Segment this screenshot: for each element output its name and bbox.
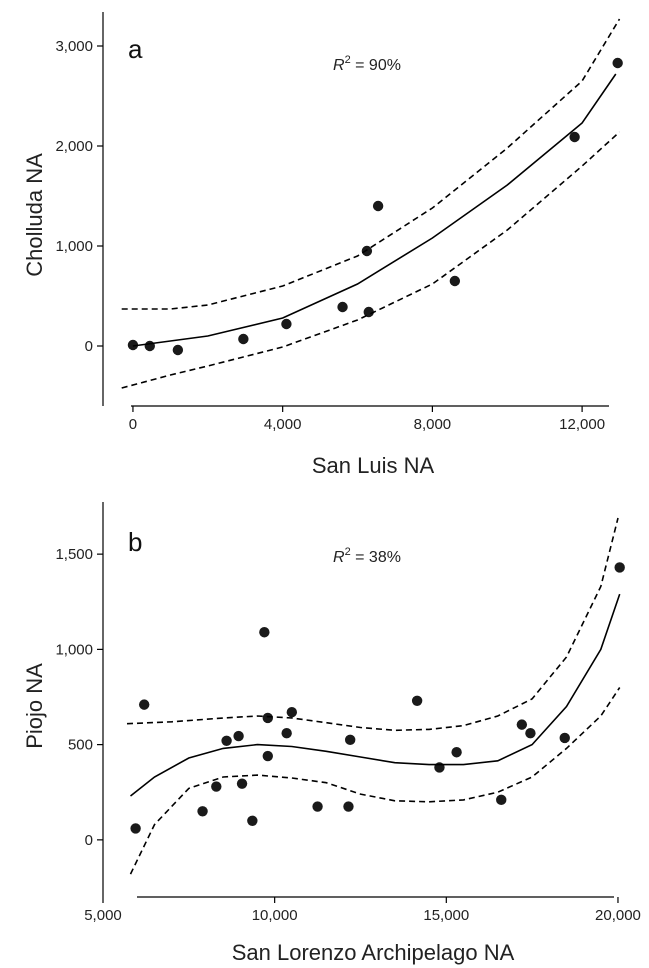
panel-b-data-point [236, 778, 248, 789]
panel-a-y-tick-label: 2,000 [55, 138, 93, 155]
panel-a-data-point [363, 306, 374, 318]
panel-b-y-tick-label: 0 [85, 832, 93, 849]
panel-a-r2-annotation: R2 = 90% [333, 54, 401, 74]
panel-b-ci-lower-line [129, 687, 621, 875]
panel-a-data-point [127, 339, 139, 351]
panel-a-fit-line [132, 73, 617, 347]
panel-a-data-point [281, 318, 292, 330]
panel-a-r2-symbol: R [333, 57, 345, 74]
panel-a-y-tick-label: 3,000 [55, 38, 93, 55]
panel-b-data-point [286, 707, 298, 718]
panel-a-ci-lower-line [121, 131, 621, 389]
panel-b-data-point [130, 823, 141, 834]
panel-b-data-point [344, 734, 356, 746]
panel-b-data-point [411, 695, 423, 707]
panel-a-x-tick-label: 12,000 [559, 416, 605, 433]
panel-b-x-tick-label: 15,000 [423, 907, 469, 924]
panel-a-lines [121, 18, 621, 389]
panel-a-ci-upper-line [121, 18, 621, 310]
panel-a-data-point [337, 301, 348, 313]
panel-b-axes: 5,000 10,000 15,000 20,000 0 500 1,000 1,500 [55, 502, 641, 924]
panel-b-x-tick-label: 5,000 [84, 907, 122, 924]
panel-b-x-axis-title: San Lorenzo Archipelago NA [232, 940, 515, 965]
panel-b-data-point [451, 747, 462, 758]
panel-b-data-point [281, 727, 292, 739]
panel-a-data-point [361, 245, 373, 257]
panel-b-data-point [614, 562, 625, 573]
panel-b-data-point [259, 627, 270, 638]
panel-a-data-point [144, 340, 155, 352]
panel-b-y-tick-label: 1,000 [55, 641, 93, 658]
panel-b-data-point [221, 735, 232, 747]
panel-b-r2-superscript: 2 [345, 546, 351, 558]
panel-b-x-tick-label: 10,000 [252, 907, 298, 924]
panel-a-label: a [128, 34, 143, 64]
panel-a-r2-value: = 90% [351, 57, 401, 74]
panel-b-lines [126, 517, 621, 875]
panel-b-y-tick-label: 1,500 [55, 546, 93, 563]
panel-a-x-tick-label: 8,000 [414, 416, 452, 433]
panel-b-data-point [247, 815, 258, 827]
panel-b-data-point [343, 801, 354, 812]
panel-a-r2-superscript: 2 [345, 54, 351, 66]
panel-b-r2-annotation: R2 = 38% [333, 546, 401, 566]
panel-b-fit-line [130, 593, 621, 797]
panel-b-data-point [559, 732, 570, 744]
panel-b-data-point [312, 801, 323, 812]
panel-a-points [127, 57, 623, 356]
panel-a-data-point [172, 344, 184, 356]
panel-a-x-tick-label: 0 [129, 416, 137, 433]
panel-a-data-point [238, 333, 249, 345]
panel-b-r2-symbol: R [333, 549, 345, 566]
panel-b-points [130, 562, 625, 834]
panel-b-data-point [262, 750, 273, 762]
panel-a-data-point [612, 57, 623, 69]
panel-b-x-tick-label: 20,000 [595, 907, 641, 924]
panel-b-data-point [525, 727, 536, 739]
panel-b-data-point [138, 699, 150, 710]
panel-b-y-tick-label: 500 [68, 737, 93, 754]
panel-a-x-axis-title: San Luis NA [312, 453, 435, 478]
panel-b-data-point [496, 794, 507, 806]
panel-b-r2-value: = 38% [351, 549, 401, 566]
panel-b-data-point [516, 719, 528, 730]
panel-a-data-point [372, 200, 384, 212]
panel-b-label: b [128, 527, 142, 557]
panel-a: 0 4,000 8,000 12,000 0 1,000 2,000 3,000 a R2 =… [22, 12, 623, 478]
panel-a-y-tick-label: 1,000 [55, 238, 93, 255]
panel-a-axes: 0 4,000 8,000 12,000 0 1,000 2,000 3,000 [55, 12, 609, 433]
panel-a-y-axis-title: Cholluda NA [22, 153, 47, 277]
panel-a-data-point [569, 131, 580, 143]
panel-b-data-point [197, 806, 208, 817]
panel-a-x-tick-label: 4,000 [264, 416, 302, 433]
panel-a-y-tick-label: 0 [85, 338, 93, 355]
panel-a-data-point [449, 275, 461, 287]
panel-b-data-point [233, 730, 244, 742]
panel-b-y-axis-title: Piojo NA [22, 663, 47, 749]
panel-b-data-point [211, 781, 222, 792]
panel-b-data-point [262, 712, 273, 724]
